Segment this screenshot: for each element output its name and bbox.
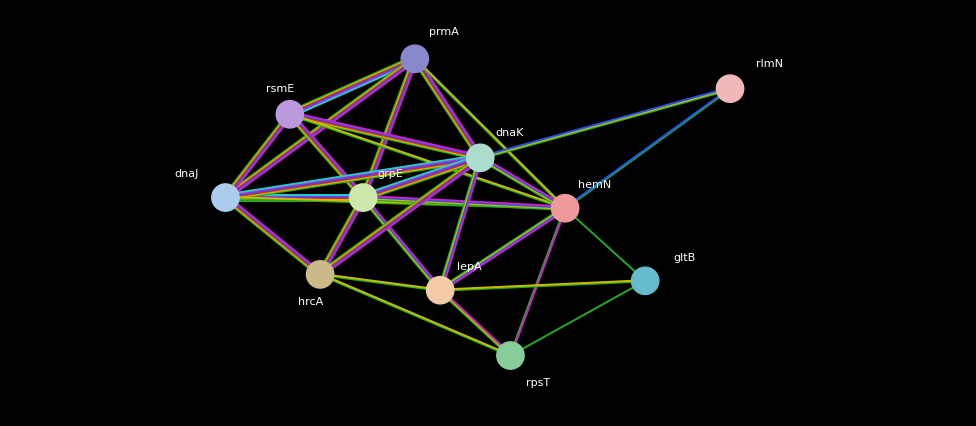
Ellipse shape [427,277,454,304]
Ellipse shape [631,268,659,295]
Text: dnaJ: dnaJ [175,168,198,178]
Text: grpE: grpE [378,168,403,178]
Ellipse shape [276,101,304,129]
Ellipse shape [497,342,524,369]
Text: rpsT: rpsT [526,377,549,387]
Text: rsmE: rsmE [266,83,294,94]
Text: hrcA: hrcA [298,296,323,306]
Text: rlmN: rlmN [755,59,783,69]
Text: lepA: lepA [457,262,482,272]
Text: prmA: prmA [429,27,459,37]
Text: hemN: hemN [578,180,611,190]
Ellipse shape [212,184,239,212]
Ellipse shape [306,261,334,288]
Ellipse shape [467,145,494,172]
Ellipse shape [401,46,428,73]
Ellipse shape [716,76,744,103]
Ellipse shape [551,195,579,222]
Ellipse shape [349,184,377,212]
Text: gltB: gltB [673,252,695,262]
Text: dnaK: dnaK [495,128,524,138]
